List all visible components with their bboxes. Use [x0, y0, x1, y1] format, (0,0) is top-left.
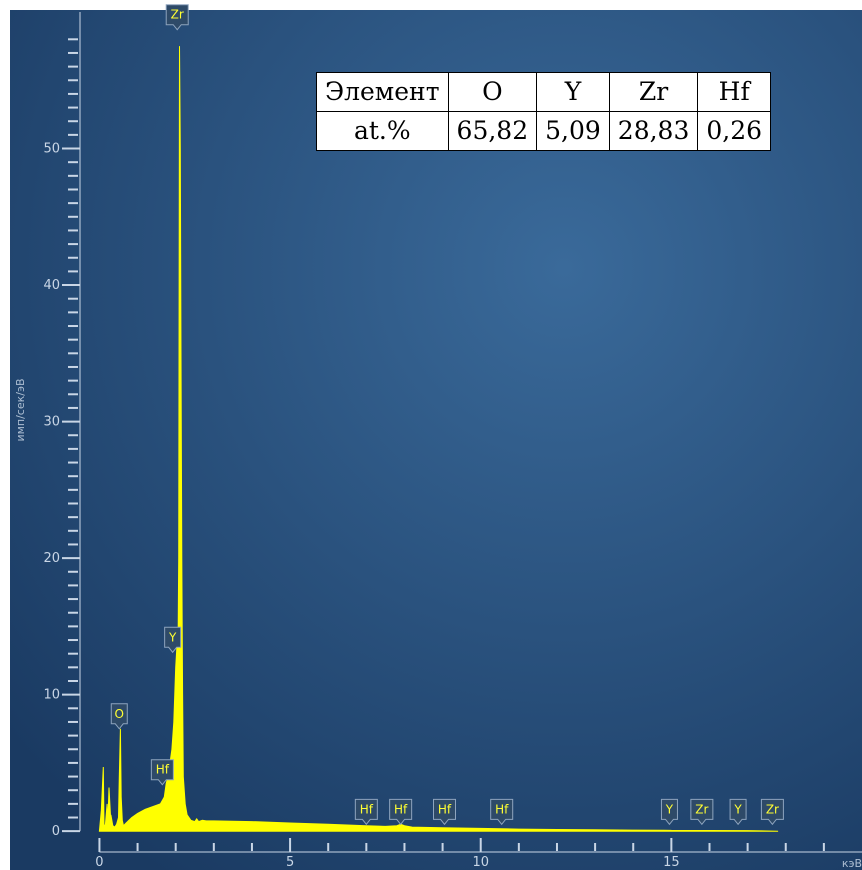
peak-label-text: Hf [360, 802, 374, 816]
peak-label-text: Y [733, 802, 742, 816]
peak-label: Y [729, 798, 747, 826]
peak-label-text: Zr [695, 802, 708, 816]
peak-label: Y [660, 798, 678, 826]
table-header-cell: Hf [697, 72, 772, 112]
peak-label-text: Y [168, 630, 177, 644]
peak-label-marker [690, 798, 714, 826]
table-cell: 65,82 [447, 111, 538, 151]
table-cell: 28,83 [608, 111, 699, 151]
table-cell: at.% [316, 111, 449, 151]
peak-label-text: Hf [495, 802, 509, 816]
peak-label-marker [354, 798, 378, 826]
peak-label-marker [150, 759, 174, 786]
peak-label: Hf [432, 798, 456, 826]
peak-label-marker [110, 703, 128, 730]
peak-label-text: Hf [156, 763, 170, 777]
table-header-cell: Y [536, 72, 610, 112]
peak-label: Hf [389, 798, 413, 826]
y-tick-label: 0 [52, 824, 60, 839]
x-axis-title: кэВ [842, 857, 862, 870]
table-header-cell: Элемент [316, 72, 449, 112]
peak-label-text: Zr [766, 802, 779, 816]
peak-label: O [110, 703, 128, 730]
peak-label-text: Zr [171, 8, 184, 22]
y-axis-title: имп/сек/эВ [14, 378, 27, 441]
spectrum-area [98, 46, 779, 832]
peak-label: Zr [760, 798, 784, 826]
table-cell: 5,09 [536, 111, 610, 151]
peak-label-text: Hf [394, 802, 408, 816]
peak-label-marker [164, 626, 182, 654]
x-tick-label: 0 [95, 855, 103, 870]
peak-label: Y [164, 626, 182, 654]
peak-label-marker [660, 798, 678, 826]
x-tick-label: 10 [472, 855, 489, 870]
y-tick-label: 30 [43, 415, 60, 430]
composition-table: Элемент O Y Zr Hf at.% 65,82 5,09 28,83 … [316, 72, 772, 151]
table-row: at.% 65,82 5,09 28,83 0,26 [316, 111, 772, 151]
peak-label: Hf [490, 798, 514, 826]
peak-label-text: O [115, 707, 124, 721]
table-cell: 0,26 [697, 111, 772, 151]
peak-label-text: Hf [438, 802, 452, 816]
y-tick-label: 20 [43, 551, 60, 566]
y-tick-label: 50 [43, 142, 60, 157]
peak-label-text: Y [665, 802, 674, 816]
plot-background [10, 10, 862, 870]
peak-label-marker [432, 798, 456, 826]
table-header-cell: O [447, 72, 538, 112]
peak-label-marker [165, 4, 189, 31]
peak-label: Hf [354, 798, 378, 826]
table-header-cell: Zr [608, 72, 699, 112]
peak-label: Zr [690, 798, 714, 826]
table-header-row: Элемент O Y Zr Hf [316, 72, 772, 112]
x-tick-label: 5 [286, 855, 294, 870]
peak-label: Hf [150, 759, 174, 786]
y-tick-label: 10 [43, 688, 60, 703]
peak-label: Zr [165, 4, 189, 31]
x-tick-label: 15 [663, 855, 680, 870]
y-tick-label: 40 [43, 278, 60, 293]
peak-label-marker [760, 798, 784, 826]
peak-label-marker [389, 798, 413, 826]
peak-label-marker [490, 798, 514, 826]
peak-label-marker [729, 798, 747, 826]
